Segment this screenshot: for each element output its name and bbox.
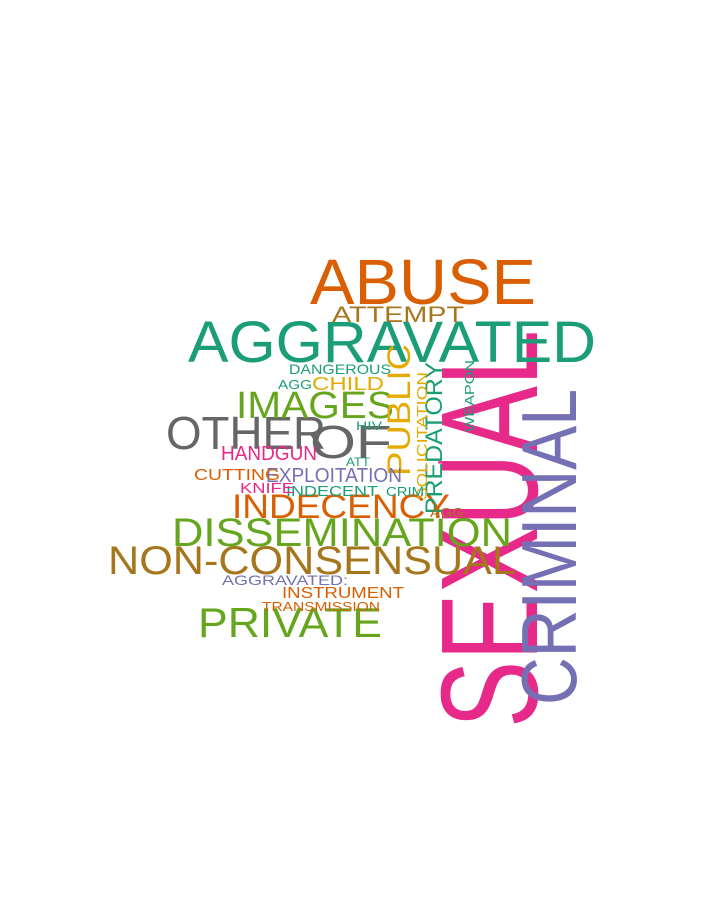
word-dash: -: [436, 444, 452, 477]
word-predatory: PREDATORY: [421, 362, 448, 514]
word-att: ATT: [346, 455, 371, 469]
word-agg-brown: AGG: [430, 505, 464, 520]
word-abuse: ABUSE: [310, 246, 536, 318]
word-transmission: TRANSMISSION: [262, 599, 380, 614]
word-cutting: CUTTING: [194, 467, 280, 484]
word-non-consensual: NON-CONSENSUAL: [108, 539, 516, 583]
word-sexual: SEXUAL: [413, 330, 567, 728]
word-child: CHILD: [312, 374, 384, 394]
word-dissemination: DISSEMINATION: [172, 511, 512, 555]
word-aggravated-colon: AGGRAVATED:: [222, 572, 348, 588]
word-solicitation: SOLICITATION: [414, 372, 431, 500]
word-handgun: HANDGUN: [221, 443, 317, 465]
word-criminal: CRIMINAL: [505, 389, 593, 705]
word-aggravated: AGGRAVATED: [188, 310, 596, 375]
word-images: IMAGES: [236, 385, 394, 427]
word-agg-teal: AGG: [278, 377, 312, 392]
word-dangerous: DANGEROUS: [289, 361, 391, 377]
word-indecent: INDECENT: [286, 483, 378, 500]
word-hiv: HIV: [356, 419, 382, 433]
word-public: PUBLIC: [381, 344, 417, 476]
word-attempt: ATTEMPT: [332, 302, 464, 327]
word-instrument: INSTRUMENT: [282, 585, 404, 602]
word-other: OTHER: [166, 407, 326, 459]
word-indecency: INDECENCY: [232, 488, 450, 526]
word-weapon: WEAPON: [462, 360, 477, 432]
word-knife: KNIFE: [240, 480, 294, 497]
word-private: PRIVATE: [198, 599, 382, 646]
word-exploitation: EXPLOITATION: [266, 465, 402, 487]
word-crim: CRIM: [386, 484, 424, 499]
word-of: OF: [310, 416, 392, 468]
